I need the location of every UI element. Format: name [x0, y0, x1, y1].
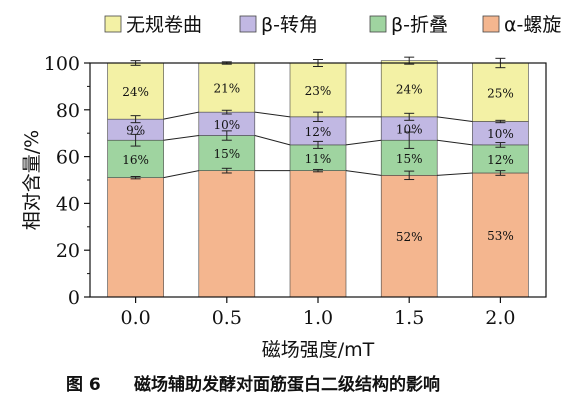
bar-3-3 — [380, 60, 438, 118]
error-bars — [130, 56, 506, 181]
segment-label-3-4: 25% — [487, 86, 514, 100]
segment-label-2-0: 9% — [126, 124, 145, 138]
segment-label-1-0: 16% — [122, 153, 149, 167]
axes: 0 20 40 60 80 100 0.0 0.5 1.0 1.5 2.0 — [44, 53, 547, 329]
bar-1-4 — [472, 144, 529, 174]
connector-2-3 — [437, 116, 473, 122]
segment-label-0-3: 52% — [396, 230, 423, 244]
y-tick-label-40: 40 — [56, 193, 80, 215]
legend: 无规卷曲 β-转角 β-折叠 α-螺旋 — [104, 14, 561, 36]
y-tick-label-80: 80 — [56, 100, 80, 122]
legend-entry-0: 无规卷曲 — [126, 14, 202, 36]
y-tick-label-100: 100 — [44, 53, 80, 75]
connector-0-2 — [345, 170, 382, 176]
legend-entry-2: β-折叠 — [391, 14, 448, 36]
connector-1-2 — [345, 139, 382, 146]
x-tick-label-4: 2.0 — [485, 307, 515, 329]
segment-label-2-1: 10% — [213, 118, 240, 132]
stacked-bar-chart: 无规卷曲 β-转角 β-折叠 α-螺旋 16% 9% 24% 15% 10% 21% 11% 12%… — [21, 14, 561, 361]
connector-0-0 — [163, 170, 199, 179]
legend-swatch-3 — [482, 15, 500, 33]
segment-label-2-3: 10% — [396, 123, 423, 137]
segment-label-3-3: 24% — [396, 83, 423, 97]
connector-0-3 — [437, 172, 473, 176]
bar-0-3 — [380, 175, 438, 298]
connector-1-0 — [163, 135, 199, 141]
segment-label-3-1: 21% — [213, 82, 240, 96]
figure-caption: 图 6 磁场辅助发酵对面筋蛋白二级结构的影响 — [0, 366, 580, 396]
segment-label-3-0: 24% — [122, 85, 149, 99]
bar-0-1 — [198, 170, 256, 298]
segment-label-0-4: 53% — [487, 229, 514, 243]
bar-0-2 — [289, 170, 347, 298]
connector-2-1 — [254, 111, 291, 118]
bar-0-0 — [107, 177, 164, 298]
segment-label-3-2: 23% — [305, 84, 332, 98]
x-tick-label-3: 1.5 — [394, 307, 424, 329]
bar-1-2 — [289, 144, 347, 171]
segment-label-1-2: 11% — [305, 152, 332, 166]
x-axis-label: 磁场强度/mT — [262, 339, 375, 361]
connector-1-1 — [254, 135, 291, 146]
bar-3-1 — [198, 62, 256, 113]
y-tick-label-60: 60 — [56, 147, 80, 169]
segment-label-1-4: 12% — [487, 153, 514, 167]
bar-0-4 — [472, 172, 529, 298]
x-tick-label-0: 0.0 — [120, 307, 150, 329]
segment-label-1-3: 15% — [396, 152, 423, 166]
legend-swatch-0 — [104, 15, 122, 33]
y-tick-label-20: 20 — [56, 240, 80, 262]
legend-swatch-2 — [369, 15, 387, 33]
segment-label-2-4: 10% — [487, 127, 514, 141]
segment-label-1-1: 15% — [213, 147, 240, 161]
y-tick-label-0: 0 — [68, 287, 80, 309]
connector-lines — [163, 111, 473, 179]
x-tick-label-2: 1.0 — [303, 307, 333, 329]
figure-number: 图 6 — [66, 375, 101, 395]
connector-1-3 — [437, 139, 473, 146]
segment-label-2-2: 12% — [305, 125, 332, 139]
bars — [107, 60, 529, 298]
segment-labels: 16% 9% 24% 15% 10% 21% 11% 12% 23% 52% 15% 10% 24% 53… — [122, 82, 513, 245]
connector-2-0 — [163, 111, 199, 120]
legend-entry-1: β-转角 — [261, 14, 318, 36]
legend-swatch-1 — [239, 15, 257, 33]
y-axis-label: 相对含量/% — [21, 130, 43, 230]
bar-3-0 — [107, 62, 164, 120]
bar-3-2 — [289, 62, 347, 118]
bar-3-4 — [472, 62, 529, 122]
legend-entry-3: α-螺旋 — [504, 14, 561, 36]
x-tick-label-1: 0.5 — [212, 307, 242, 329]
figure-title: 磁场辅助发酵对面筋蛋白二级结构的影响 — [134, 375, 440, 395]
